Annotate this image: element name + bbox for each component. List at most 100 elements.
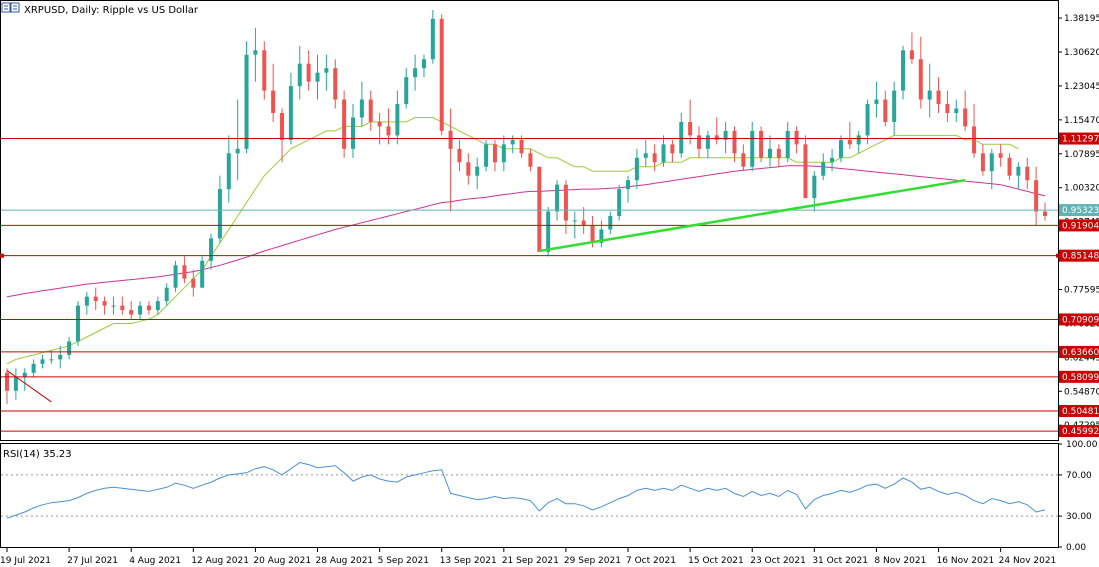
candle-body <box>413 68 418 78</box>
rsi-title: RSI(14) 35.23 <box>3 449 72 460</box>
candle-body <box>1025 166 1030 181</box>
candle-body <box>182 265 187 279</box>
candle-body <box>262 50 267 91</box>
support-trendline <box>539 178 966 253</box>
ma-fast-line <box>6 117 1019 365</box>
level-marker-left <box>0 253 4 258</box>
window-menu-icon[interactable] <box>1 2 20 13</box>
candle-body <box>120 305 125 311</box>
candle-body <box>972 126 977 154</box>
candle-body <box>1016 166 1021 176</box>
current-price-box <box>1059 204 1099 217</box>
date-tick-label: 8 Nov 2021 <box>874 556 926 566</box>
candle-body <box>865 104 870 136</box>
candle-body <box>75 305 80 342</box>
candle-body <box>750 130 755 167</box>
date-tick-label: 29 Sep 2021 <box>564 556 621 566</box>
candle-body <box>874 99 879 105</box>
candle-body <box>830 157 835 163</box>
candle-body <box>31 363 36 373</box>
candle-body <box>129 310 134 315</box>
candle-body <box>324 68 329 73</box>
price-tick-label: 1.15470 <box>1064 116 1099 126</box>
candle-body <box>84 296 89 306</box>
candle-body <box>253 50 258 55</box>
price-tick-label: 1.07895 <box>1064 150 1099 160</box>
level-label: 0.50481 <box>1062 407 1099 417</box>
candle-body <box>555 184 560 212</box>
candle-body <box>315 72 320 82</box>
candle-body <box>892 90 897 122</box>
candle-body <box>333 68 338 100</box>
candle-body <box>617 189 622 217</box>
candle-body <box>421 59 426 69</box>
candle-body <box>918 59 923 100</box>
level-label-box <box>1059 345 1099 358</box>
date-tick-label: 20 Aug 2021 <box>253 556 311 566</box>
level-label-box <box>1059 425 1099 438</box>
candle-body <box>688 121 693 136</box>
candle-body <box>217 189 222 239</box>
price-tick-label: 1.30620 <box>1064 48 1099 58</box>
candle-body <box>599 229 604 243</box>
candle-body <box>1043 211 1047 217</box>
price-layer <box>0 9 1060 432</box>
candle-body <box>776 148 781 158</box>
candle-body <box>679 121 684 154</box>
candle-body <box>954 108 959 113</box>
date-tick-label: 13 Sep 2021 <box>440 556 497 566</box>
candle-body <box>244 54 249 149</box>
candle-body <box>821 162 826 176</box>
candle-body <box>377 121 382 127</box>
candle-body <box>501 144 506 163</box>
date-tick-label: 19 Jul 2021 <box>0 556 51 566</box>
axis-layer: 1.38195 1.30620 1.23045 1.15470 1.07895 1.003… <box>0 14 1099 566</box>
current-price-label: 0.95323 <box>1062 206 1099 216</box>
ma-slow-line <box>6 165 1046 298</box>
date-tick-label: 23 Oct 2021 <box>750 556 806 566</box>
candle-body <box>883 99 888 122</box>
date-tick-label: 12 Aug 2021 <box>191 556 249 566</box>
price-tick-label: 0.54870 <box>1064 387 1099 397</box>
candle-body <box>510 139 515 145</box>
candle-body <box>342 99 347 149</box>
candle-body <box>93 296 98 302</box>
candle-body <box>1034 180 1039 212</box>
candle-body <box>484 144 489 167</box>
candle-body <box>395 104 400 136</box>
rsi-panel-frame <box>0 443 1059 548</box>
candle-body <box>697 135 701 149</box>
candle-body <box>191 278 196 288</box>
candle-body <box>5 372 9 391</box>
rsi-line <box>6 461 1046 519</box>
candle-body <box>492 144 497 163</box>
rsi-tick-label: 30.00 <box>1066 512 1092 522</box>
level-label-box <box>1059 370 1099 383</box>
date-tick-label: 7 Oct 2021 <box>626 556 676 566</box>
level-label: 1.11297 <box>1062 135 1099 145</box>
candle-body <box>111 305 116 307</box>
candle-body <box>812 175 817 199</box>
date-tick-label: 24 Nov 2021 <box>999 556 1057 566</box>
candle-body <box>590 224 595 243</box>
candle-body <box>927 90 932 100</box>
candle-body <box>723 130 728 140</box>
candle-body <box>528 153 533 167</box>
candle-body <box>856 135 861 145</box>
level-label-box <box>1059 404 1099 417</box>
rsi-layer <box>1 461 1058 519</box>
candle-body <box>102 301 107 306</box>
candle-body <box>430 18 435 60</box>
candle-body <box>838 139 843 158</box>
date-tick-label: 4 Aug 2021 <box>129 556 181 566</box>
candle-body <box>271 90 276 113</box>
date-tick-label: 28 Aug 2021 <box>316 556 374 566</box>
candle-body <box>173 265 178 288</box>
resistance-trendline <box>6 370 52 403</box>
candle-body <box>936 90 941 105</box>
candle-body <box>67 341 72 355</box>
candle-body <box>457 148 462 163</box>
candle-body <box>634 157 639 181</box>
candle-body <box>759 130 764 158</box>
